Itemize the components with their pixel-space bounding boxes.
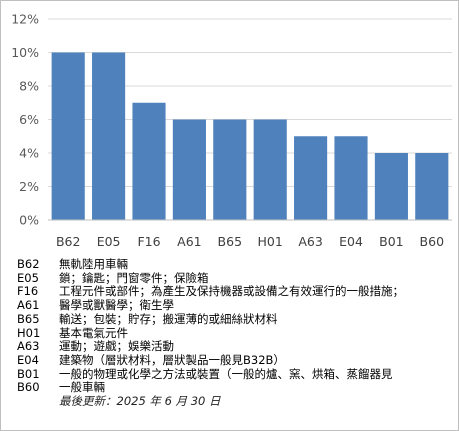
legend-row: E04 建築物（層狀材料，層狀製品一般見B32B） <box>17 354 453 368</box>
legend-code: A63 <box>17 340 40 354</box>
x-category-label: F16 <box>137 234 160 249</box>
bar-chart: 0% 2% 4% 6% 8% 10% 12% B62 E05 F16 A61 B65 H01 A63 E0… <box>11 12 452 249</box>
legend-code: F16 <box>17 285 39 299</box>
y-tick-label: 12% <box>11 12 39 27</box>
bars <box>51 52 449 220</box>
x-category-label: A61 <box>177 234 201 249</box>
legend-row: E05 鎖；鑰匙；門窗零件；保險箱 <box>17 272 453 286</box>
legend-code: H01 <box>17 326 41 340</box>
x-category-label: B60 <box>420 234 445 249</box>
legend-code: B62 <box>17 258 40 271</box>
bar-b62 <box>51 52 85 220</box>
y-tick-label: 10% <box>11 45 39 60</box>
bar-e05 <box>92 52 126 220</box>
y-axis-ticks: 0% 2% 4% 6% 8% 10% 12% <box>11 12 39 228</box>
legend-code: E05 <box>17 271 39 285</box>
y-tick-label: 6% <box>19 112 39 127</box>
y-tick-label: 8% <box>19 79 39 94</box>
legend-description: 一般的物理或化學之方法或裝置（一般的爐、窯、烘箱、蒸餾器見 <box>59 367 393 381</box>
x-category-label: B01 <box>379 234 403 249</box>
last-updated-note: 最後更新：2025 年 6 月 30 日 <box>59 394 221 409</box>
bar-e04 <box>334 136 368 220</box>
legend-row: A61 醫學或獸醫學；衛生學 <box>17 299 453 313</box>
legend-row: B65 輸送；包裝；貯存；搬運薄的或細絲狀材料 <box>17 313 453 327</box>
x-axis-categories: B62 E05 F16 A61 B65 H01 A63 E04 B01 B60 <box>56 234 444 249</box>
code-legend: B62 無軌陸用車輛 E05 鎖；鑰匙；門窗零件；保險箱 F16 工程元件或部件；為產生及… <box>17 258 453 409</box>
legend-row: A63 運動；遊戲；娛樂活動 <box>17 340 453 354</box>
bar-h01 <box>253 119 287 220</box>
legend-description: 建築物（層狀材料，層狀製品一般見B32B） <box>59 353 285 367</box>
legend-code: A61 <box>17 299 40 313</box>
legend-row: B01 一般的物理或化學之方法或裝置（一般的爐、窯、烘箱、蒸餾器見 <box>17 368 453 382</box>
legend-code: B01 <box>17 367 40 381</box>
legend-description: 輸送；包裝；貯存；搬運薄的或細絲狀材料 <box>59 312 278 326</box>
legend-code: E04 <box>17 353 39 367</box>
bar-a63 <box>294 136 328 220</box>
legend-row: F16 工程元件或部件；為產生及保持機器或設備之有效運行的一般措施； <box>17 285 453 299</box>
y-tick-label: 0% <box>19 213 39 228</box>
x-category-label: B65 <box>218 234 242 249</box>
legend-row: H01 基本電氣元件 <box>17 327 453 341</box>
x-category-label: E04 <box>339 234 363 249</box>
legend-description: 一般車輛 <box>59 381 105 395</box>
legend-code: B65 <box>17 312 40 326</box>
x-category-label: E05 <box>97 234 121 249</box>
legend-row: B62 無軌陸用車輛 <box>17 258 453 272</box>
legend-row: B60 一般車輛 <box>17 381 453 395</box>
x-category-label: A63 <box>298 234 322 249</box>
legend-description: 基本電氣元件 <box>59 326 128 340</box>
legend-description: 無軌陸用車輛 <box>59 258 128 271</box>
legend-rows: B62 無軌陸用車輛 E05 鎖；鑰匙；門窗零件；保險箱 F16 工程元件或部件；為產生及… <box>17 258 453 395</box>
bar-b65 <box>213 119 247 220</box>
bar-a61 <box>172 119 206 220</box>
x-category-label: B62 <box>56 234 80 249</box>
bar-b01 <box>374 153 408 220</box>
legend-description: 運動；遊戲；娛樂活動 <box>59 340 174 354</box>
legend-description: 工程元件或部件；為產生及保持機器或設備之有效運行的一般措施； <box>59 285 404 299</box>
bar-f16 <box>132 102 166 220</box>
legend-description: 鎖；鑰匙；門窗零件；保險箱 <box>59 271 209 285</box>
legend-description: 醫學或獸醫學；衛生學 <box>59 299 174 313</box>
y-tick-label: 4% <box>19 146 39 161</box>
y-tick-label: 2% <box>19 179 39 194</box>
bar-b60 <box>415 153 449 220</box>
legend-code: B60 <box>17 381 40 395</box>
x-category-label: H01 <box>258 234 283 249</box>
